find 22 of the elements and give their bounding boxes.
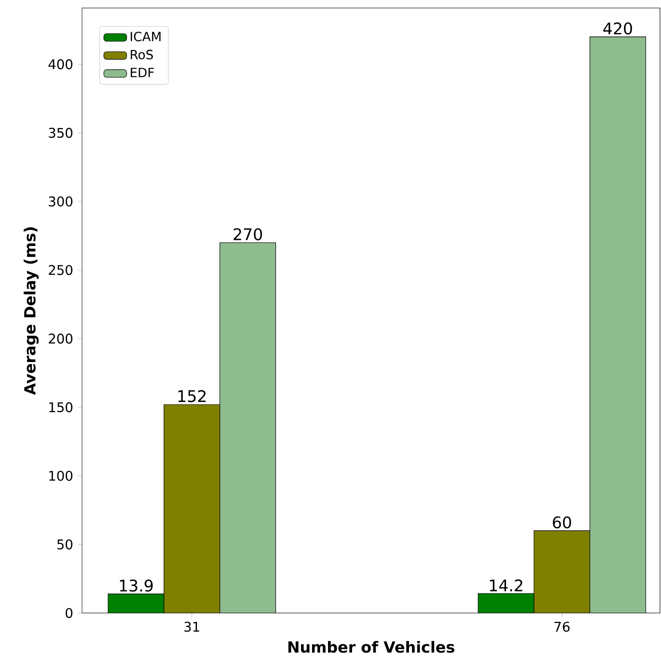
data-label: 270 xyxy=(234,228,262,240)
legend-label: EDF xyxy=(130,68,154,78)
y-tick-label: 0 xyxy=(66,608,72,618)
y-tick-label: 250 xyxy=(48,264,72,276)
x-axis-title: Number of Vehicles xyxy=(288,640,454,653)
data-label: 14.2 xyxy=(490,579,522,592)
y-tick-label: 400 xyxy=(48,59,72,70)
data-label: 60 xyxy=(552,516,572,528)
y-tick-label: 50 xyxy=(57,539,72,550)
y-tick-label: 300 xyxy=(48,196,72,206)
y-tick-label: 200 xyxy=(48,334,72,344)
y-tick-label: 150 xyxy=(49,402,72,412)
legend-label: ICAM xyxy=(130,32,161,42)
y-axis-title: Average Delay (ms) xyxy=(24,227,39,395)
data-label: 13.9 xyxy=(120,580,153,592)
data-label: 152 xyxy=(178,390,206,402)
y-tick-label: 100 xyxy=(49,470,72,481)
x-tick-label: 31 xyxy=(184,622,200,632)
x-tick-label: 76 xyxy=(554,622,570,632)
legend-label: RoS xyxy=(130,50,153,60)
y-tick-label: 350 xyxy=(48,128,72,138)
data-label: 420 xyxy=(603,22,632,35)
